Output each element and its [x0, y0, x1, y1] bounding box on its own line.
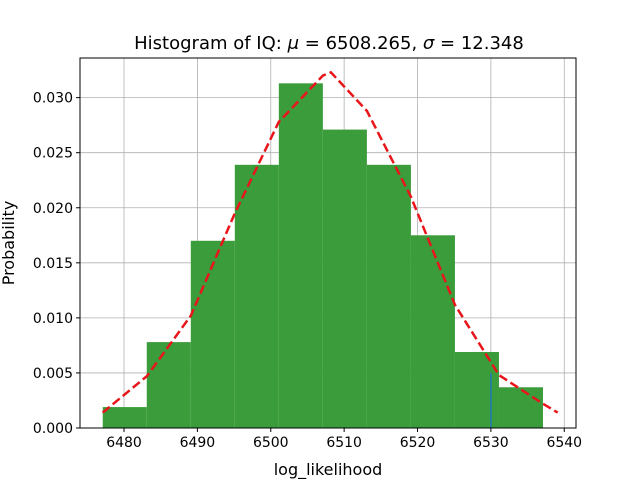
chart-title-colon: :: [276, 33, 288, 54]
normal-pdf-line: [101, 70, 559, 414]
y-tick-label: 0.005: [33, 366, 73, 382]
x-axis-ticks: 6480 6490 6500 6510 6520 6530 6540: [106, 428, 582, 451]
x-tick-label: 6510: [326, 435, 362, 451]
x-tick-label: 6480: [106, 435, 142, 451]
histogram-bar: [454, 352, 499, 428]
y-tick-label: 0.030: [33, 91, 73, 107]
y-tick-label: 0.025: [33, 146, 73, 162]
y-tick-label: 0.010: [33, 311, 73, 327]
y-tick-label: 0.000: [33, 421, 73, 437]
chart-title-sigma-value: = 12.348: [434, 33, 524, 54]
x-tick-label: 6540: [546, 435, 582, 451]
histogram-bar: [366, 164, 411, 428]
histogram-bar: [278, 83, 323, 428]
x-tick-label: 6530: [473, 435, 509, 451]
histogram-bar: [234, 164, 279, 428]
chart-title: Histogram of IQ: μ = 6508.265, σ = 12.34…: [134, 33, 524, 54]
plot-area: 6480 6490 6500 6510 6520 6530 6540 0.0000.0050…: [33, 57, 582, 451]
x-axis-label: log_likelihood: [274, 460, 383, 480]
axes-frame: [79, 57, 577, 429]
chart-title-mu: μ: [287, 33, 299, 54]
y-axis-label: Probability: [0, 201, 18, 286]
histogram-bar: [146, 342, 191, 428]
y-tick-label: 0.015: [33, 256, 73, 272]
y-axis-ticks: 0.000 0.005 0.010 0.015 0.020 0.025 0.030: [33, 91, 80, 437]
chart-title-lead: Histogram of IQ: [134, 33, 276, 54]
x-tick-label: 6520: [400, 435, 436, 451]
histogram-bar: [498, 387, 543, 428]
histogram-bar: [190, 240, 235, 428]
histogram-bar: [322, 129, 367, 428]
x-tick-label: 6500: [253, 435, 289, 451]
histogram-bar: [410, 235, 455, 428]
chart-title-sigma: σ: [423, 33, 435, 54]
chart-title-mu-value: = 6508.265,: [299, 33, 423, 54]
y-tick-label: 0.020: [33, 201, 73, 217]
histogram-bars: [102, 83, 543, 428]
histogram-bar: [102, 407, 147, 428]
pdf-line-layer: [101, 70, 559, 414]
x-tick-label: 6490: [180, 435, 216, 451]
